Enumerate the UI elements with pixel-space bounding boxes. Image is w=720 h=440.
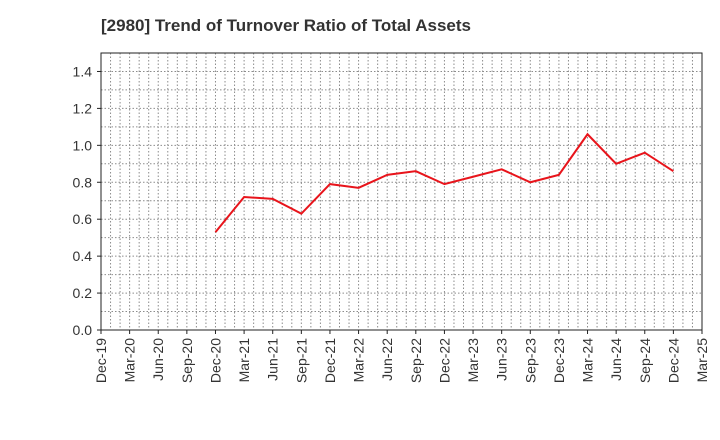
y-tick-label: 0.0: [73, 322, 93, 338]
x-tick-label: Sep-22: [408, 338, 424, 383]
grid: [101, 53, 702, 330]
x-tick-label: Jun-24: [608, 338, 624, 381]
x-tick-label: Jun-20: [150, 338, 166, 381]
x-tick-label: Jun-21: [265, 338, 281, 381]
y-tick-label: 0.4: [73, 248, 93, 264]
y-tick-label: 1.2: [73, 100, 93, 116]
x-tick-label: Sep-24: [637, 338, 653, 383]
x-tick-label: Dec-23: [551, 338, 567, 383]
x-tick-label: Dec-22: [436, 338, 452, 383]
x-tick-label: Mar-23: [465, 338, 481, 383]
x-tick-label: Mar-20: [122, 338, 138, 383]
series-layer: [214, 132, 674, 233]
y-tick-label: 0.6: [73, 211, 93, 227]
x-tick-label: Sep-23: [522, 338, 538, 383]
x-tick-label: Sep-20: [179, 338, 195, 383]
chart-title: [2980] Trend of Turnover Ratio of Total …: [101, 16, 471, 35]
y-axis-ticks: 0.0 0.2 0.4 0.6 0.8 1.0 1.2 1.4: [73, 63, 101, 338]
plot-frame: [100, 52, 703, 331]
series-line: [214, 132, 674, 233]
y-tick-label: 1.0: [73, 137, 93, 153]
x-tick-label: Dec-19: [93, 338, 109, 383]
x-tick-label: Dec-20: [207, 338, 223, 383]
x-tick-label: Sep-21: [293, 338, 309, 383]
x-tick-label: Jun-22: [379, 338, 395, 381]
y-tick-label: 0.8: [73, 174, 93, 190]
x-tick-label: Mar-25: [694, 338, 710, 383]
y-tick-label: 0.2: [73, 285, 93, 301]
x-tick-label: Mar-22: [351, 338, 367, 383]
x-axis-ticks: Dec-19 Mar-20 Jun-20 Sep-20 Dec-20 Mar-21 Jun-…: [93, 330, 710, 383]
x-tick-label: Mar-21: [236, 338, 252, 383]
x-tick-label: Jun-23: [494, 338, 510, 381]
x-tick-label: Mar-24: [580, 338, 596, 383]
x-tick-label: Dec-21: [322, 338, 338, 383]
x-tick-label: Dec-24: [665, 338, 681, 383]
y-tick-label: 1.4: [73, 63, 93, 79]
